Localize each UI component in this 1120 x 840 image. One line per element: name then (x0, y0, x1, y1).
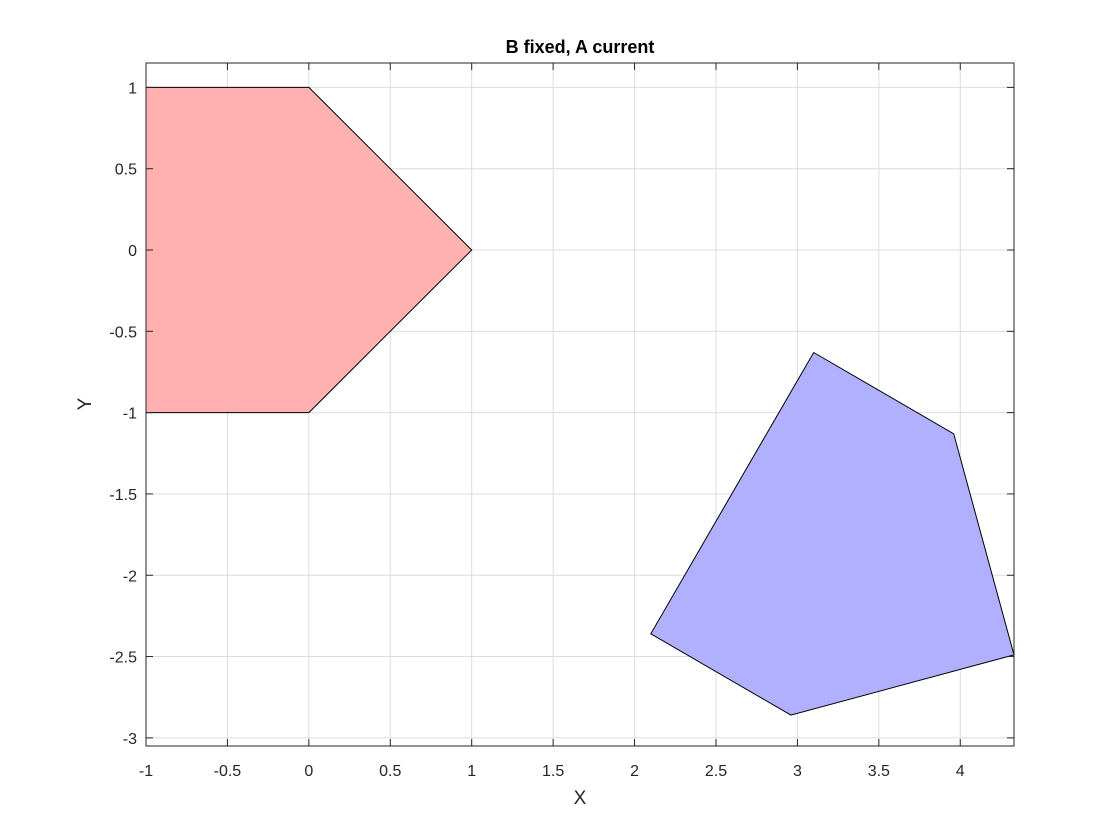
y-tick-label: -2.5 (109, 650, 137, 667)
axes-box (145, 62, 1015, 747)
polygons (145, 86, 1015, 716)
x-tick-label: -0.5 (214, 763, 242, 780)
x-tick-label: 0.5 (379, 763, 401, 780)
y-tick-label: 0.5 (115, 162, 137, 179)
y-tick-label: -3 (123, 731, 137, 748)
y-tick-label: 0 (128, 243, 137, 260)
y-axis-label: Y (75, 397, 96, 410)
y-tick-label: -1 (123, 406, 137, 423)
chart-title: B fixed, A current (506, 37, 655, 57)
x-tick-label: 2.5 (705, 763, 727, 780)
y-tick-label: -2 (123, 568, 137, 585)
x-tick-label: 1 (467, 763, 476, 780)
y-tick-label: -1.5 (109, 487, 137, 504)
polygon-blue (650, 351, 1015, 716)
x-tick-label: 3 (793, 763, 802, 780)
y-tick-label: -0.5 (109, 324, 137, 341)
x-tick-label: 3.5 (868, 763, 890, 780)
x-tick-label: 0 (304, 763, 313, 780)
x-tick-label: 4 (956, 763, 965, 780)
ticks: -1 -0.5 0 0.5 1 1.5 2 2.5 3 3.5 4 1 0.5 0 -0.5 -1 -1.5 -2… (109, 63, 1014, 780)
x-tick-label: -1 (139, 763, 153, 780)
x-tick-label: 1.5 (542, 763, 564, 780)
y-tick-label: 1 (128, 80, 137, 97)
x-axis-label: X (574, 788, 587, 809)
x-tick-label: 2 (630, 763, 639, 780)
